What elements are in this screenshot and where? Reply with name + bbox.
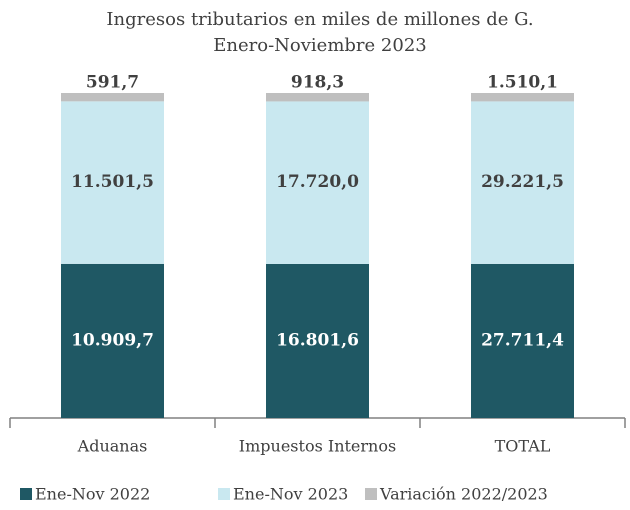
data-label: 29.221,5 xyxy=(481,172,564,192)
bar-segment xyxy=(61,93,164,101)
data-label: 16.801,6 xyxy=(276,330,359,350)
legend-swatch xyxy=(365,488,377,500)
chart: Ingresos tributarios en miles de millone… xyxy=(0,0,630,510)
x-tick-label: Impuestos Internos xyxy=(239,437,396,456)
bar-segment xyxy=(266,93,369,101)
legend-swatch xyxy=(218,488,230,500)
data-label: 591,7 xyxy=(86,73,139,93)
legend-label: Ene-Nov 2022 xyxy=(35,485,150,504)
legend-label: Variación 2022/2023 xyxy=(379,485,548,504)
x-tick-label: TOTAL xyxy=(495,437,551,456)
bar-segment xyxy=(471,93,574,101)
legend-swatch xyxy=(20,488,32,500)
data-label: 918,3 xyxy=(291,73,344,93)
data-label: 1.510,1 xyxy=(487,73,558,93)
x-tick-label: Aduanas xyxy=(77,437,148,456)
data-label: 11.501,5 xyxy=(71,172,154,192)
data-label: 10.909,7 xyxy=(71,330,154,350)
legend-label: Ene-Nov 2023 xyxy=(233,485,348,504)
chart-subtitle: Enero-Noviembre 2023 xyxy=(213,35,426,56)
data-label: 27.711,4 xyxy=(481,330,564,350)
chart-title: Ingresos tributarios en miles de millone… xyxy=(106,9,533,30)
data-label: 17.720,0 xyxy=(276,172,359,192)
